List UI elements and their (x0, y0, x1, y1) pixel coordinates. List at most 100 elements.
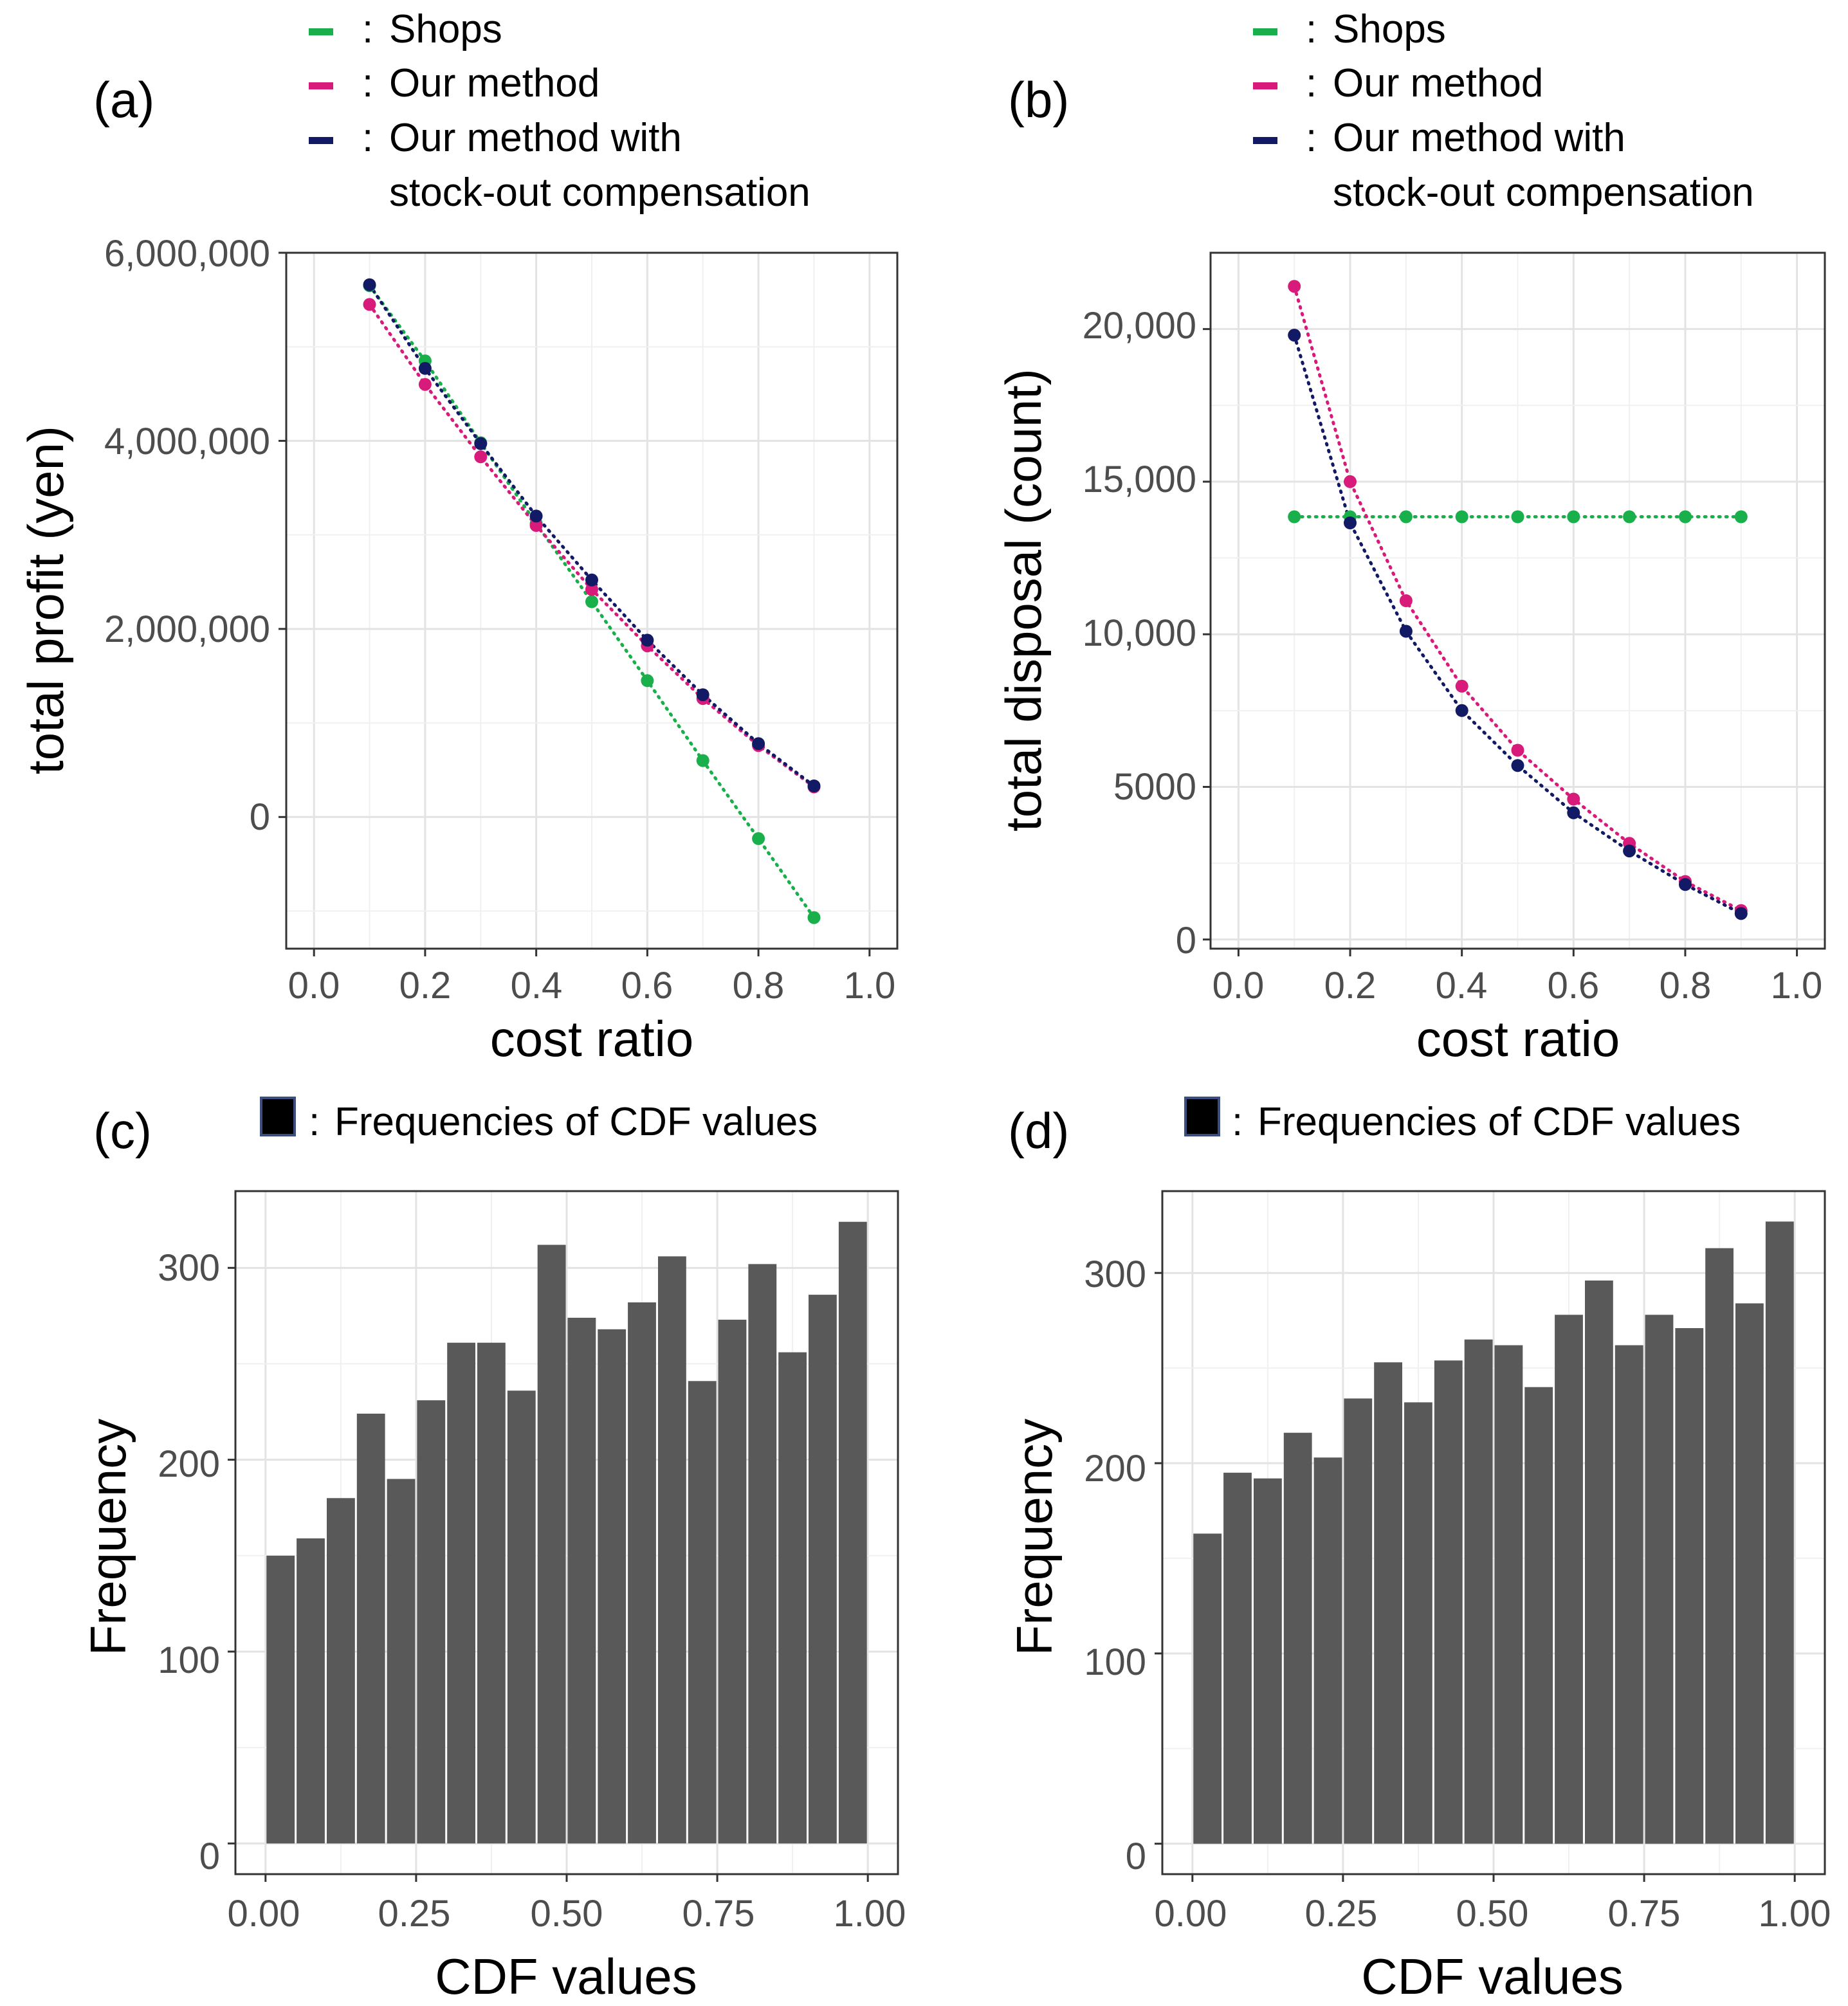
histogram-bar (356, 1414, 385, 1844)
series-line-0 (368, 284, 816, 920)
series-point-2 (1399, 625, 1413, 638)
histogram-bar (1675, 1328, 1704, 1844)
x-tick-label: 0.8 (733, 965, 785, 1007)
histogram-bar (1705, 1248, 1734, 1844)
series-point-1 (1344, 475, 1357, 488)
series-point-0 (807, 911, 821, 924)
series-point-1 (418, 378, 432, 391)
legend: : Frequencies of CDF values (260, 1097, 818, 1144)
x-tick-label: 0.6 (621, 965, 673, 1007)
y-axis-title: total profit (yen) (17, 426, 74, 774)
x-axis-title: CDF values (435, 1948, 697, 2005)
legend-key-frequencies (260, 1097, 296, 1136)
histogram-bar (567, 1317, 596, 1844)
legend-label-shops: Shops (389, 7, 502, 51)
series-point-2 (474, 437, 488, 450)
x-tick-label: 0.0 (1212, 965, 1265, 1007)
series-point-0 (1567, 510, 1580, 524)
series-point-2 (1344, 516, 1357, 529)
svg-text::: : (1306, 7, 1317, 51)
y-tick-label: 15,000 (1083, 459, 1196, 500)
series-point-2 (363, 278, 376, 291)
x-tick-label: 0.00 (1155, 1893, 1227, 1935)
histogram-bar (537, 1245, 566, 1844)
series-point-1 (1288, 280, 1301, 293)
x-tick-label: 0.4 (511, 965, 563, 1007)
y-tick-label: 0 (1176, 920, 1196, 962)
histogram-bar (447, 1342, 475, 1844)
x-tick-label: 0.75 (682, 1893, 755, 1935)
histogram-bar (1464, 1339, 1493, 1844)
histogram-bar (598, 1329, 627, 1844)
series-point-2 (1455, 704, 1468, 717)
histogram-bar (718, 1319, 747, 1844)
x-tick-label: 0.50 (531, 1893, 603, 1935)
legend-label-our-method-compensation: Our method with (389, 116, 682, 160)
y-tick-label: 2,000,000 (104, 608, 270, 650)
series-point-0 (1455, 510, 1468, 524)
x-tick-label: 0.75 (1608, 1893, 1681, 1935)
legend-key-our-method (309, 82, 333, 89)
histogram-bars (1193, 1221, 1794, 1844)
histogram-bar (1615, 1345, 1643, 1844)
panel-c: (c) : Frequencies of CDF values 0 100 20… (80, 1097, 906, 2005)
series-point-0 (752, 832, 765, 845)
series-point-2 (1679, 878, 1692, 891)
histogram-bar (809, 1295, 837, 1844)
series-point-2 (1567, 806, 1580, 819)
y-axis-ticks: 0 2,000,000 4,000,000 6,000,000 (104, 233, 270, 838)
x-tick-label: 0.0 (288, 965, 340, 1007)
series-point-0 (585, 595, 598, 608)
x-axis-ticks: 0.0 0.2 0.4 0.6 0.8 1.0 (1212, 965, 1823, 1007)
svg-text::: : (362, 61, 373, 105)
grid (279, 251, 897, 956)
y-tick-label: 300 (1084, 1254, 1146, 1295)
series-lines (1292, 284, 1743, 915)
histogram-bar (1344, 1398, 1373, 1844)
x-tick-label: 0.50 (1456, 1893, 1529, 1935)
y-axis-ticks: 0 5000 10,000 15,000 20,000 (1083, 305, 1196, 962)
series-point-0 (696, 754, 709, 767)
series-point-2 (529, 509, 543, 523)
histogram-bar (327, 1498, 355, 1844)
histogram-bar (1765, 1221, 1794, 1844)
histogram-bar (628, 1302, 656, 1844)
histogram-bar (1193, 1533, 1222, 1844)
histogram-bar (477, 1342, 506, 1844)
series-point-1 (1455, 679, 1468, 693)
plot-border (1161, 1190, 1826, 1875)
y-tick-label: 0 (199, 1836, 220, 1877)
histogram-bar (658, 1256, 686, 1844)
histogram-bar (1434, 1360, 1463, 1844)
series-point-2 (807, 780, 821, 792)
histogram-bar (688, 1381, 717, 1844)
x-tick-label: 0.6 (1548, 965, 1600, 1007)
y-axis-ticks: 0 100 200 300 (158, 1247, 220, 1877)
x-tick-label: 1.00 (1759, 1893, 1831, 1935)
histogram-bar (748, 1264, 777, 1844)
y-tick-label: 20,000 (1083, 305, 1196, 347)
legend: : Shops : Our method : Our method with s… (1253, 7, 1754, 215)
legend-label-our-method-compensation-2: stock-out compensation (1333, 170, 1754, 215)
histogram-bar (507, 1391, 536, 1844)
x-tick-label: 0.2 (399, 965, 452, 1007)
plot-area (1155, 1190, 1826, 1882)
svg-text::: : (309, 1100, 320, 1144)
panel-b: (b) : Shops : Our method : Our method wi… (995, 7, 1826, 1067)
histogram-bar (297, 1538, 325, 1844)
plot-border (234, 1190, 899, 1875)
panel-a: (a) Shops : : Our method : Our method wi… (17, 7, 899, 1067)
panel-label: (c) (93, 1102, 152, 1159)
plot-area (279, 251, 899, 956)
legend-label-our-method: Our method (1333, 61, 1543, 105)
legend-label-shops: Shops (1333, 7, 1446, 51)
y-tick-label: 0 (1126, 1836, 1146, 1877)
legend-label-our-method: Our method (389, 61, 599, 105)
panel-d: (d) : Frequencies of CDF values 0 100 20… (1006, 1097, 1831, 2005)
y-tick-label: 10,000 (1083, 612, 1196, 654)
series-point-0 (1399, 510, 1413, 524)
y-tick-label: 100 (158, 1639, 220, 1681)
legend-label-our-method-compensation: Our method with (1333, 116, 1625, 160)
histogram-bar (1524, 1387, 1553, 1844)
legend-label-frequencies: Frequencies of CDF values (334, 1100, 818, 1144)
